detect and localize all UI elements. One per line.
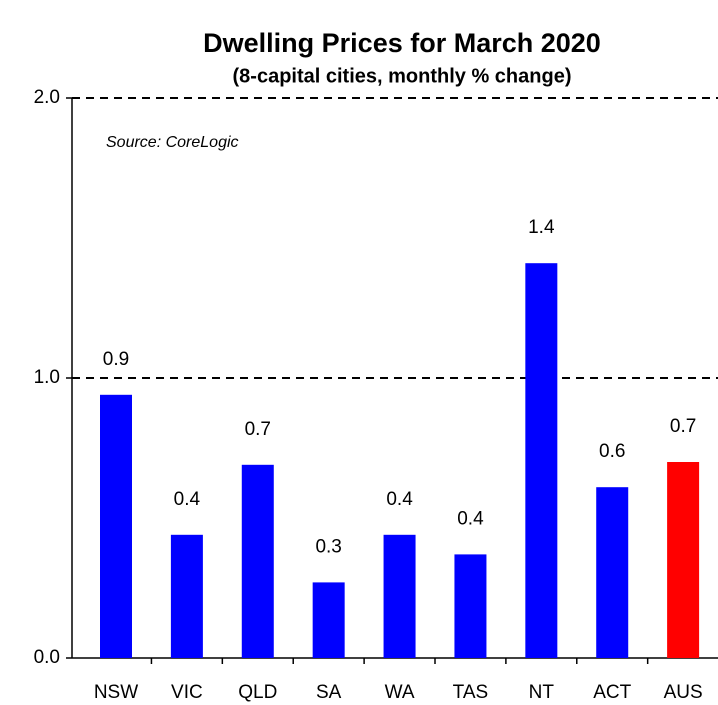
data-label: 0.4	[457, 508, 484, 529]
source-note: Source: CoreLogic	[106, 134, 239, 151]
x-tick-label: QLD	[238, 682, 277, 703]
x-tick-label: SA	[316, 682, 342, 703]
x-tick-label: WA	[385, 682, 415, 703]
data-label: 0.7	[670, 416, 696, 437]
bar	[241, 464, 274, 658]
bar	[525, 263, 558, 658]
data-label: 0.6	[599, 441, 625, 462]
bar	[312, 582, 345, 658]
data-label: 0.7	[245, 419, 271, 440]
data-label: 0.4	[174, 489, 201, 510]
x-tick-label: TAS	[453, 682, 489, 703]
y-tick-label: 2.0	[34, 87, 60, 108]
chart-subtitle: (8-capital cities, monthly % change)	[233, 65, 572, 87]
x-tick-label: VIC	[171, 682, 203, 703]
y-tick-label: 0.0	[34, 647, 60, 668]
data-label: 0.4	[386, 489, 413, 510]
x-tick-label: NSW	[94, 682, 138, 703]
x-tick-label: AUS	[664, 682, 703, 703]
bar	[383, 534, 416, 658]
x-tick-label: ACT	[593, 682, 631, 703]
bar	[170, 534, 203, 658]
chart-title: Dwelling Prices for March 2020	[203, 28, 601, 58]
x-tick-label: NT	[529, 682, 555, 703]
data-label: 0.9	[103, 349, 129, 370]
bar	[667, 462, 700, 658]
data-label: 0.3	[315, 536, 341, 557]
data-label: 1.4	[528, 217, 555, 238]
bar	[596, 487, 629, 658]
bar	[454, 554, 487, 658]
bar	[100, 394, 132, 658]
y-tick-label: 1.0	[34, 367, 60, 388]
